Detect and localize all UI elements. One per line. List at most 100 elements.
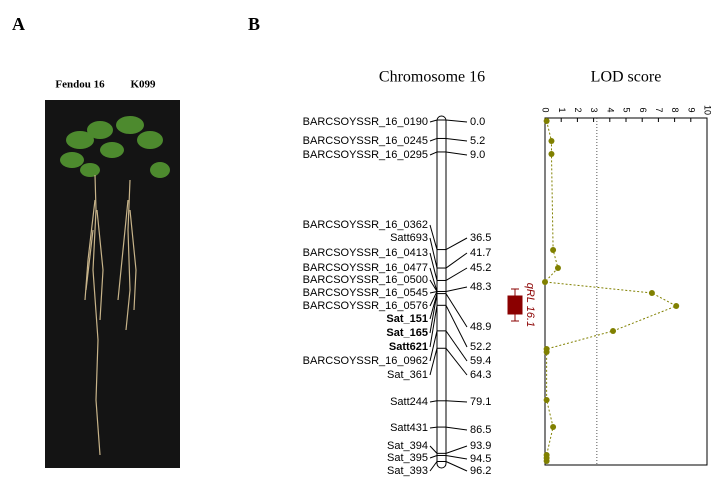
marker-label: Sat_394 bbox=[387, 440, 428, 452]
marker-connector bbox=[430, 120, 437, 122]
marker-label: BARCSOYSSR_16_0545 bbox=[303, 287, 428, 299]
cm-label: 59.4 bbox=[470, 355, 491, 367]
lod-point bbox=[544, 118, 550, 124]
qtl-label: qRL 16.1 bbox=[524, 283, 536, 327]
cm-connector bbox=[446, 152, 467, 155]
lod-point bbox=[544, 349, 550, 355]
qtl-interval bbox=[508, 289, 522, 321]
marker-connector bbox=[430, 138, 437, 141]
lod-tick-label: 1 bbox=[557, 107, 567, 112]
panel-label: B bbox=[248, 14, 260, 34]
marker-connector bbox=[430, 455, 437, 458]
cm-label: 93.9 bbox=[470, 440, 491, 452]
cm-label: 79.1 bbox=[470, 396, 491, 408]
cm-connector bbox=[446, 427, 467, 430]
marker-label: BARCSOYSSR_16_0962 bbox=[303, 355, 428, 367]
marker-connector bbox=[430, 238, 437, 268]
marker-connector bbox=[430, 401, 437, 402]
lod-point bbox=[544, 397, 550, 403]
lod-point bbox=[542, 279, 548, 285]
plant-photo bbox=[45, 100, 180, 468]
marker-label: BARCSOYSSR_16_0500 bbox=[303, 274, 428, 286]
marker-label: BARCSOYSSR_16_0245 bbox=[303, 135, 428, 147]
lod-point bbox=[544, 458, 550, 464]
cm-label: 48.3 bbox=[470, 281, 491, 293]
marker-label: BARCSOYSSR_16_0477 bbox=[303, 262, 428, 274]
map-title: Chromosome 16 bbox=[379, 69, 485, 86]
cm-label: 86.5 bbox=[470, 424, 491, 436]
marker-label: Satt244 bbox=[390, 396, 428, 408]
figure: A B Fendou 16 K099 Chromosome 16 LOD sco… bbox=[0, 0, 722, 479]
marker-connector bbox=[430, 268, 437, 291]
lod-tick-label: 6 bbox=[638, 107, 648, 112]
lod-tick-label: 0 bbox=[541, 107, 551, 112]
marker-connector bbox=[430, 348, 437, 375]
lod-tick-label: 10 bbox=[703, 105, 713, 115]
lod-point bbox=[548, 138, 554, 144]
lod-point bbox=[673, 303, 679, 309]
marker-label: BARCSOYSSR_16_0576 bbox=[303, 300, 428, 312]
marker-connector bbox=[430, 462, 437, 471]
cm-label: 0.0 bbox=[470, 116, 485, 128]
cm-connector bbox=[446, 401, 467, 402]
cm-connector bbox=[446, 455, 467, 459]
cm-label: 9.0 bbox=[470, 149, 485, 161]
marker-label: Sat_395 bbox=[387, 452, 428, 464]
lod-curve bbox=[545, 121, 676, 461]
lod-point bbox=[550, 247, 556, 253]
lod-tick-label: 4 bbox=[605, 107, 615, 112]
lod-point bbox=[610, 328, 616, 334]
cm-label: 96.2 bbox=[470, 465, 491, 477]
cm-connector bbox=[446, 120, 467, 122]
panel-label: A bbox=[12, 14, 25, 34]
cm-label: 5.2 bbox=[470, 135, 485, 147]
marker-connector bbox=[430, 331, 437, 361]
cm-label: 41.7 bbox=[470, 247, 491, 259]
cm-connector bbox=[446, 305, 467, 347]
cm-connector bbox=[446, 462, 467, 471]
cm-connector bbox=[446, 138, 467, 141]
marker-connector bbox=[430, 253, 437, 280]
cm-connector bbox=[446, 294, 467, 327]
lod-point bbox=[550, 424, 556, 430]
cm-label: 48.9 bbox=[470, 321, 491, 333]
lod-title: LOD score bbox=[591, 69, 662, 86]
cm-connector bbox=[446, 238, 467, 250]
marker-connector bbox=[430, 446, 437, 453]
lod-point bbox=[555, 265, 561, 271]
cultivar-label: Fendou 16 bbox=[55, 79, 105, 91]
cm-connector bbox=[446, 268, 467, 280]
lod-frame bbox=[545, 118, 707, 465]
marker-connector bbox=[430, 280, 437, 291]
cm-connector bbox=[446, 287, 467, 291]
marker-label: Sat_393 bbox=[387, 465, 428, 477]
cm-connector bbox=[446, 348, 467, 375]
marker-label: Sat_361 bbox=[387, 369, 428, 381]
lod-tick-label: 9 bbox=[686, 107, 696, 112]
marker-label: BARCSOYSSR_16_0413 bbox=[303, 247, 428, 259]
marker-label: BARCSOYSSR_16_0362 bbox=[303, 219, 428, 231]
cm-label: 52.2 bbox=[470, 341, 491, 353]
lod-tick-label: 2 bbox=[573, 107, 583, 112]
lod-tick-label: 3 bbox=[589, 107, 599, 112]
lod-tick-label: 5 bbox=[622, 107, 632, 112]
marker-label: Satt621 bbox=[389, 341, 428, 353]
cm-connector bbox=[446, 331, 467, 361]
lod-tick-label: 7 bbox=[654, 107, 664, 112]
marker-label: Sat_165 bbox=[386, 327, 428, 339]
marker-label: Sat_151 bbox=[386, 313, 428, 325]
cm-label: 36.5 bbox=[470, 232, 491, 244]
marker-label: Satt431 bbox=[390, 422, 428, 434]
cm-connector bbox=[446, 253, 467, 268]
marker-connector bbox=[430, 427, 437, 428]
marker-label: BARCSOYSSR_16_0190 bbox=[303, 116, 428, 128]
cm-label: 45.2 bbox=[470, 262, 491, 274]
lod-tick-label: 8 bbox=[670, 107, 680, 112]
lod-point bbox=[548, 151, 554, 157]
lod-point bbox=[649, 290, 655, 296]
cm-label: 94.5 bbox=[470, 453, 491, 465]
marker-label: BARCSOYSSR_16_0295 bbox=[303, 149, 428, 161]
marker-label: Satt693 bbox=[390, 232, 428, 244]
cm-label: 64.3 bbox=[470, 369, 491, 381]
cm-connector bbox=[446, 446, 467, 453]
